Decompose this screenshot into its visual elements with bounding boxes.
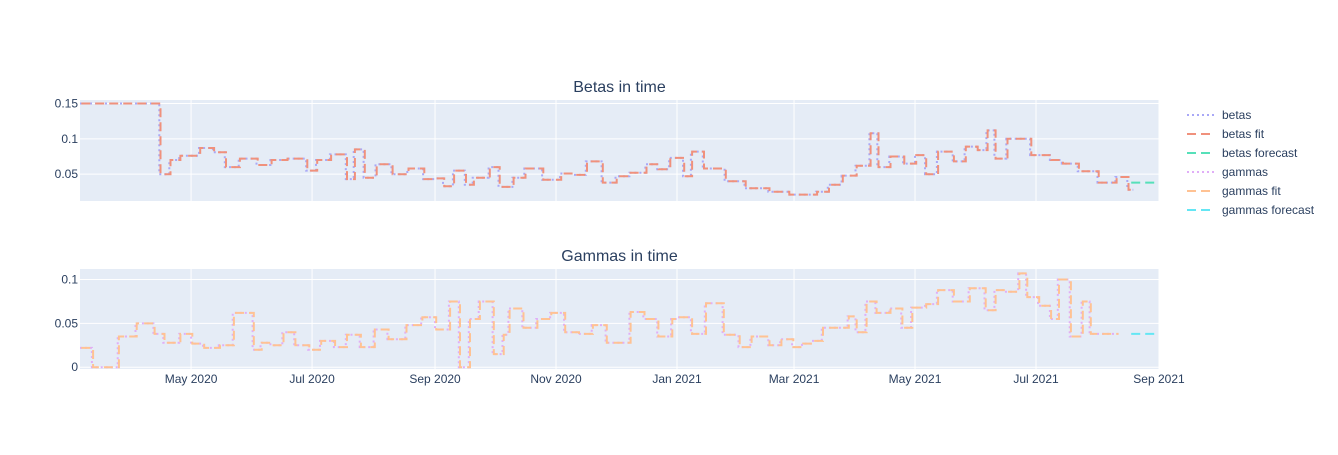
x-tick-label: May 2020: [165, 372, 218, 386]
x-tick-label: Jan 2021: [652, 372, 702, 386]
y-tick-label: 0.15: [55, 97, 79, 111]
legend-label: gammas fit: [1222, 184, 1281, 198]
series-line-gammas-fit: [81, 272, 1119, 369]
x-tick-label: May 2021: [889, 372, 942, 386]
x-tick-label: Jul 2021: [1013, 372, 1059, 386]
legend-label: gammas: [1222, 165, 1268, 179]
y-tick-label: 0.1: [61, 132, 78, 146]
legend-label: betas forecast: [1222, 146, 1298, 160]
y-tick-label: 0: [71, 360, 78, 374]
x-tick-label: Jul 2020: [289, 372, 335, 386]
chart-title: Betas in time: [573, 79, 666, 96]
legend-label: gammas forecast: [1222, 203, 1315, 217]
plot-area-2: [80, 269, 1159, 369]
legend: betas betas fit betas forecast gammas gammas…: [1187, 108, 1315, 217]
y-tick-label: 0.05: [55, 316, 79, 330]
series-line-betas: [80, 102, 1134, 196]
legend-label: betas fit: [1222, 127, 1265, 141]
x-tick-label: Sep 2020: [409, 372, 461, 386]
x-tick-label: Sep 2021: [1133, 372, 1185, 386]
chart-title: Gammas in time: [561, 248, 678, 265]
legend-label: betas: [1222, 108, 1251, 122]
plot-area-1: [80, 100, 1159, 201]
panel-1: 0.05 0.1 0.15 Betas in time: [55, 79, 1160, 201]
x-tick-label: Nov 2020: [530, 372, 582, 386]
series-line-betas-fit: [81, 102, 1135, 196]
panel-2: 0 0.05 0.1 May 2020 Jul 2020 Sep 2020 Nov 2020…: [55, 248, 1185, 386]
y-tick-label: 0.1: [61, 273, 78, 287]
x-tick-label: Mar 2021: [769, 372, 820, 386]
y-tick-label: 0.05: [55, 167, 79, 181]
